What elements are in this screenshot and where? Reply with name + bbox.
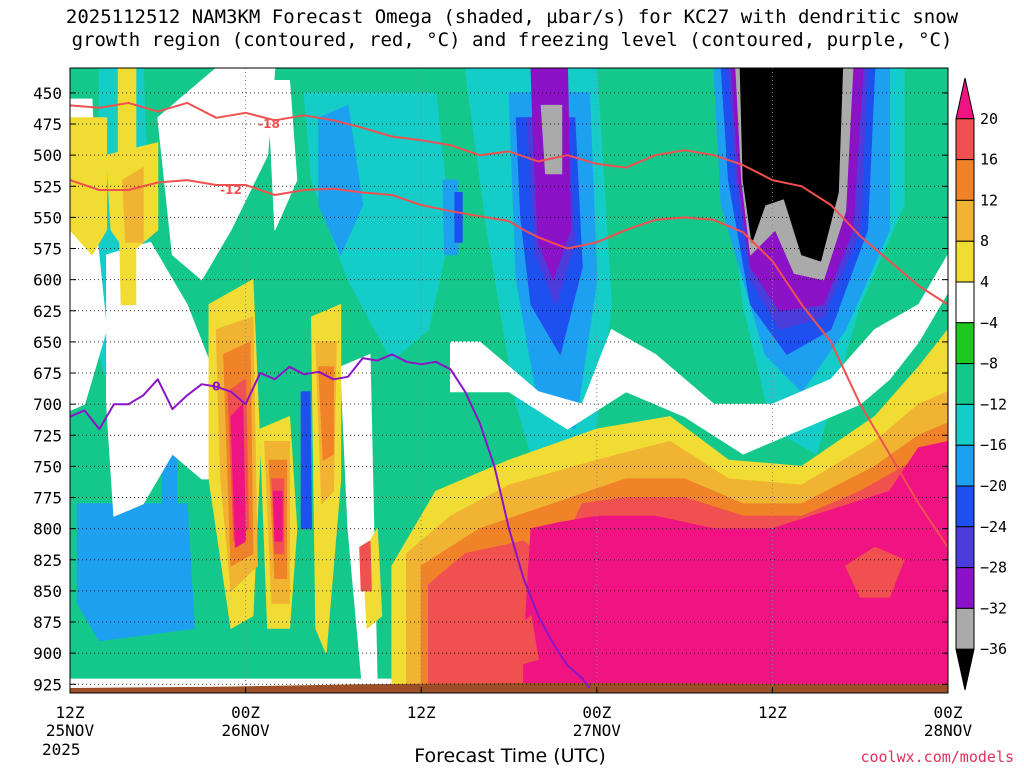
omega-region-m16-5 bbox=[318, 104, 364, 256]
x-tick-label-48: 12Z bbox=[758, 703, 787, 722]
colorbar-label-10: −24 bbox=[980, 518, 1007, 536]
colorbar: 20 16 12 8 4 −4 −8 −12 −16 −20 −24 −28 −32 −36 bbox=[955, 77, 1007, 691]
axes: 450 475 500 525 550 575 600 625 650 675 700 725 750 7… bbox=[33, 67, 973, 740]
colorbar-bin-m20 bbox=[955, 485, 975, 528]
site-credit: coolwx.com/models bbox=[860, 748, 1014, 766]
x-tick-date-36: 27NOV bbox=[573, 721, 622, 740]
plot-frame bbox=[69, 67, 949, 694]
colorbar-label-6: −8 bbox=[980, 355, 998, 373]
dgz-contour-1-label: -12 bbox=[220, 183, 242, 197]
colorbar-label-0: 20 bbox=[980, 110, 998, 128]
colorbar-bin-m4 bbox=[955, 322, 975, 365]
dgz-contour-0 bbox=[70, 101, 948, 306]
y-tick-label-550: 550 bbox=[33, 208, 62, 227]
colorbar-label-8: −16 bbox=[980, 436, 1007, 454]
omega-region-m16-10 bbox=[76, 503, 195, 642]
omega-region-p20-50 bbox=[272, 490, 283, 542]
plot-area: -18 -12 0 bbox=[70, 68, 948, 693]
omega-region-p16-47 bbox=[359, 540, 372, 592]
y-tick-label-825: 825 bbox=[33, 551, 62, 570]
colorbar-label-13: −36 bbox=[980, 640, 1007, 658]
colorbar-label-12: −32 bbox=[980, 599, 1007, 617]
x-tick-label-0: 12Z bbox=[56, 703, 85, 722]
shaded-field: -18 -12 0 bbox=[70, 68, 948, 693]
colorbar-bin-p4 bbox=[955, 240, 975, 283]
y-tick-label-925: 925 bbox=[33, 675, 62, 694]
colorbar-bin-m28 bbox=[955, 567, 975, 609]
y-tick-label-800: 800 bbox=[33, 520, 62, 539]
colorbar-bin-m12 bbox=[955, 403, 975, 446]
omega-region-p12-43 bbox=[318, 366, 334, 461]
colorbar-bin-n bbox=[955, 281, 975, 324]
colorbar-label-1: 16 bbox=[980, 151, 998, 169]
colorbar-label-4: 4 bbox=[980, 273, 989, 291]
colorbar-bin-m16 bbox=[955, 444, 975, 487]
colorbar-label-2: 12 bbox=[980, 191, 998, 209]
x-tick-date-0: 25NOV bbox=[46, 721, 95, 740]
x-tick-date-12: 26NOV bbox=[222, 721, 271, 740]
y-tick-label-775: 775 bbox=[33, 489, 62, 508]
colorbar-label-9: −20 bbox=[980, 477, 1007, 495]
colorbar-bin-m32 bbox=[955, 607, 975, 650]
y-tick-label-600: 600 bbox=[33, 271, 62, 290]
colorbar-bin-m8 bbox=[955, 363, 975, 405]
colorbar-bin-m36 bbox=[955, 648, 975, 691]
y-tick-label-850: 850 bbox=[33, 582, 62, 601]
colorbar-bin-p12 bbox=[955, 159, 975, 201]
y-tick-label-575: 575 bbox=[33, 240, 62, 259]
colorbar-bin-p20 bbox=[955, 77, 975, 120]
colorbar-label-3: 8 bbox=[980, 232, 989, 250]
colorbar-label-7: −12 bbox=[980, 395, 1007, 413]
dgz-contour-0-label: -18 bbox=[258, 117, 280, 131]
y-tick-label-900: 900 bbox=[33, 644, 62, 663]
colorbar-bin-p8 bbox=[955, 199, 975, 242]
dgz-contour-1 bbox=[70, 179, 948, 548]
colorbar-label-11: −28 bbox=[980, 559, 1007, 577]
y-tick-label-675: 675 bbox=[33, 364, 62, 383]
colorbar-bin-p16 bbox=[955, 118, 975, 161]
y-tick-label-450: 450 bbox=[33, 84, 62, 103]
chart-title-line-1: 2025112512 NAM3KM Forecast Omega (shaded… bbox=[65, 6, 959, 28]
x-axis-year-label: 2025 bbox=[42, 740, 81, 759]
y-tick-label-650: 650 bbox=[33, 333, 62, 352]
y-tick-label-625: 625 bbox=[33, 302, 62, 321]
ground-surface bbox=[70, 683, 948, 693]
y-tick-label-525: 525 bbox=[33, 177, 62, 196]
omega-region-m20-14 bbox=[300, 391, 312, 530]
omega-region-p16-52 bbox=[845, 546, 905, 598]
x-tick-label-12: 00Z bbox=[231, 703, 260, 722]
colorbar-bin-m24 bbox=[955, 526, 975, 569]
x-axis-title: Forecast Time (UTC) bbox=[414, 745, 606, 767]
freezing-level-contour bbox=[70, 353, 591, 689]
y-tick-label-500: 500 bbox=[33, 146, 62, 165]
colorbar-label-5: −4 bbox=[980, 314, 998, 332]
omega-region-p8-40 bbox=[122, 167, 144, 243]
chart-title-line-2: growth region (contoured, red, °C) and f… bbox=[71, 29, 953, 51]
y-tick-label-700: 700 bbox=[33, 395, 62, 414]
omega-region-m36-21 bbox=[739, 68, 844, 262]
x-tick-date-60: 28NOV bbox=[924, 721, 973, 740]
omega-region-p20-49 bbox=[230, 403, 247, 548]
y-tick-label-475: 475 bbox=[33, 115, 62, 134]
omega-region-p20-51 bbox=[523, 441, 948, 685]
y-tick-label-725: 725 bbox=[33, 426, 62, 445]
x-tick-label-24: 12Z bbox=[407, 703, 436, 722]
y-tick-label-750: 750 bbox=[33, 457, 62, 476]
x-tick-label-36: 00Z bbox=[582, 703, 611, 722]
freezing-level-contour-label: 0 bbox=[212, 380, 220, 394]
y-tick-label-875: 875 bbox=[33, 613, 62, 632]
x-tick-label-60: 00Z bbox=[934, 703, 963, 722]
